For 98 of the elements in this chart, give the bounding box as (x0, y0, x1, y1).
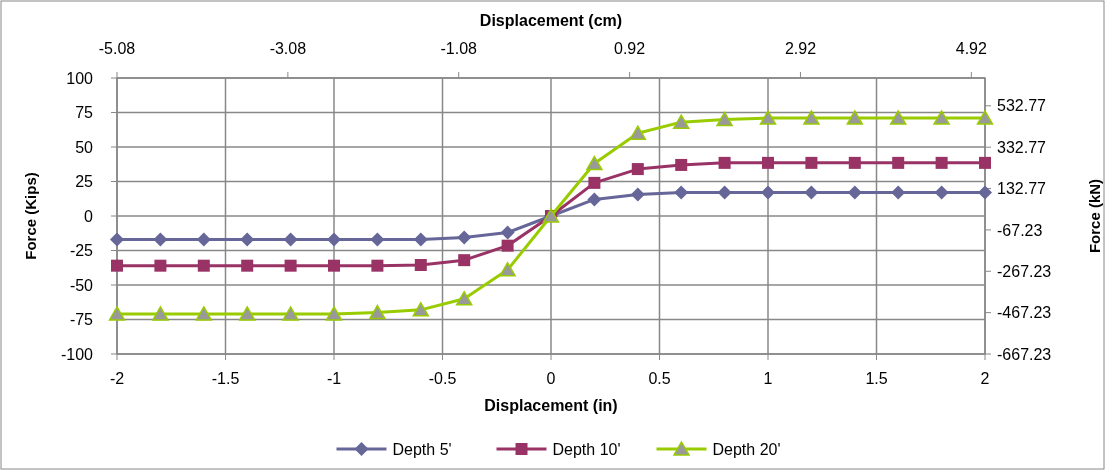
x-tick-label: 0 (546, 370, 556, 387)
y-axis-title: Force (Kips) (22, 172, 39, 260)
y2-tick-label: 332.77 (997, 138, 1047, 156)
x-tick-label: -0.5 (428, 370, 457, 387)
point (240, 232, 255, 247)
y2-tick-label: -667.23 (997, 345, 1052, 363)
point (889, 110, 907, 125)
point (241, 259, 254, 272)
point (457, 230, 472, 245)
x2-tick-label: 0.92 (614, 40, 646, 57)
point (979, 156, 991, 169)
point (630, 187, 645, 202)
y-tick-label: 25 (75, 173, 94, 191)
point (369, 304, 386, 320)
x2-tick-label: -5.08 (98, 40, 136, 57)
point (586, 155, 603, 171)
y-tick-label: -50 (69, 276, 94, 294)
x-tick-label: -1 (326, 370, 342, 387)
x-tick-label: -2 (109, 370, 125, 387)
point (934, 185, 949, 200)
x-tick-label: 1 (763, 370, 773, 387)
point (325, 306, 343, 321)
x2-axis-title: Displacement (cm) (479, 12, 623, 29)
x-axis-title: Displacement (in) (484, 397, 618, 414)
x2-tick-label: -1.08 (440, 40, 478, 57)
point (238, 306, 256, 321)
point (762, 156, 774, 169)
point (892, 156, 905, 169)
point (283, 232, 298, 247)
y-tick-label: -75 (69, 311, 94, 329)
y-tick-label: 75 (75, 104, 94, 122)
point (110, 232, 124, 247)
y2-tick-label: 532.77 (997, 97, 1047, 115)
y2-tick-label: -467.23 (997, 304, 1052, 322)
point (154, 259, 167, 272)
point (284, 259, 297, 272)
point (153, 232, 168, 247)
point (587, 192, 602, 207)
point (371, 259, 384, 272)
point (196, 232, 211, 247)
legend-label: Depth 5' (392, 440, 452, 458)
point (761, 185, 775, 200)
point (933, 110, 950, 125)
point (848, 156, 861, 169)
point (759, 110, 777, 125)
point (588, 176, 601, 189)
y-tick-label: 0 (84, 207, 94, 225)
point (891, 185, 906, 200)
point (195, 306, 213, 321)
y2-axis-title: Force (kN) (1086, 178, 1103, 254)
point (328, 259, 340, 272)
x2-tick-label: -3.08 (269, 40, 307, 57)
y2-tick-label: 132.77 (997, 180, 1047, 198)
point (108, 306, 126, 321)
x-tick-label: -1.5 (211, 370, 240, 387)
x-tick-label: 1.5 (865, 370, 888, 387)
point (804, 185, 819, 200)
x-tick-label: 2 (980, 370, 990, 387)
x2-tick-label: 2.92 (784, 40, 817, 57)
point (414, 258, 427, 271)
point (152, 306, 169, 321)
y2-tick-label: -67.23 (997, 221, 1043, 239)
y-tick-label: -100 (60, 345, 94, 363)
point (717, 185, 732, 200)
point (327, 232, 341, 247)
point (629, 125, 647, 140)
point (716, 111, 733, 127)
legend-label: Depth 20' (712, 440, 781, 458)
point (458, 254, 471, 267)
y-tick-label: 100 (66, 69, 94, 87)
point (805, 156, 818, 169)
point (803, 110, 820, 125)
point (976, 110, 994, 125)
point (935, 156, 948, 169)
point (631, 163, 644, 176)
point (197, 259, 210, 272)
point (413, 232, 428, 247)
point (412, 302, 430, 317)
point (282, 306, 299, 321)
point (675, 158, 688, 171)
x-tick-label: 0.5 (648, 370, 671, 387)
y-tick-label: 50 (75, 138, 94, 156)
point (370, 232, 385, 247)
point (718, 156, 731, 169)
point (111, 259, 123, 272)
y2-tick-label: -267.23 (997, 262, 1052, 280)
legend-label: Depth 10' (552, 440, 621, 458)
point (500, 225, 515, 240)
point (672, 114, 690, 129)
x2-tick-label: 4.92 (955, 40, 987, 57)
y-tick-label: -25 (69, 242, 94, 260)
point (846, 110, 864, 125)
point (674, 185, 689, 200)
point (847, 185, 862, 200)
point (499, 262, 516, 277)
point (501, 239, 514, 252)
point (455, 291, 473, 306)
point (978, 185, 992, 200)
